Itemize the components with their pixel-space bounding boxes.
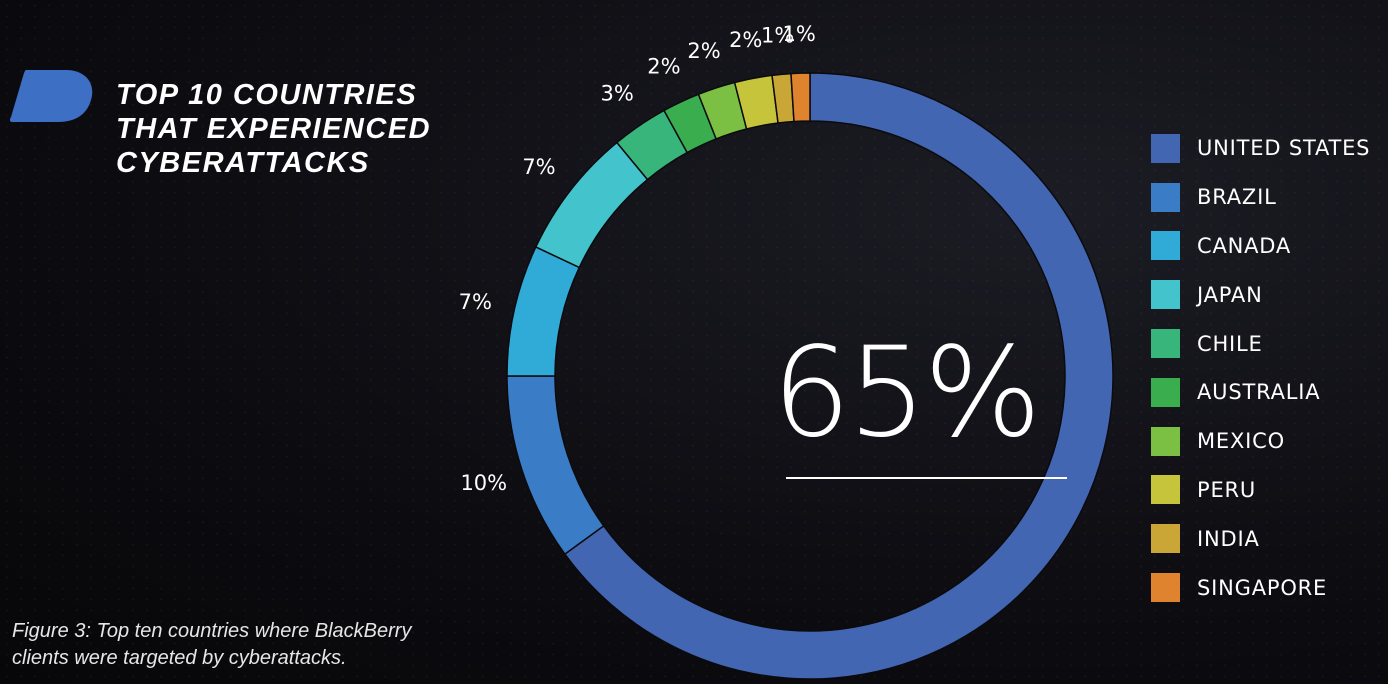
slice-value-label: 7% xyxy=(459,290,492,314)
slice-value-label: 2% xyxy=(687,39,720,63)
legend-item: JAPAN xyxy=(1151,270,1370,319)
donut-slice xyxy=(563,72,1114,680)
slice-value-label: 2% xyxy=(729,28,762,52)
chart-title-line: TOP 10 COUNTRIES xyxy=(116,79,418,111)
brand-logo-icon xyxy=(10,70,93,122)
legend-label: PERU xyxy=(1197,477,1257,502)
legend-label: JAPAN xyxy=(1197,282,1263,307)
donut-slice xyxy=(790,72,811,123)
legend-swatch xyxy=(1151,182,1180,212)
chart-title-line: CYBERATTACKS xyxy=(116,147,370,179)
slice-value-label: 1% xyxy=(761,24,794,48)
legend-item: PERU xyxy=(1151,466,1370,515)
highlight-underline xyxy=(786,477,1067,479)
legend-swatch xyxy=(1151,524,1180,554)
legend-swatch xyxy=(1151,426,1180,456)
donut-slice xyxy=(506,245,581,377)
chart-title-line: THAT EXPERIENCED xyxy=(116,113,432,145)
slice-value-label: 2% xyxy=(647,55,680,79)
chart-title: TOP 10 COUNTRIES THAT EXPERIENCED CYBERA… xyxy=(116,78,431,180)
highlight-value: 65% xyxy=(772,321,1042,465)
legend-label: AUSTRALIA xyxy=(1197,380,1321,405)
legend-swatch xyxy=(1151,475,1180,505)
legend-label: BRAZIL xyxy=(1197,185,1277,210)
legend-item: CANADA xyxy=(1151,222,1370,271)
legend-item: MEXICO xyxy=(1151,417,1370,466)
legend-item: INDIA xyxy=(1151,514,1370,563)
slice-value-label: 3% xyxy=(601,81,634,105)
slice-value-label: 10% xyxy=(460,471,507,495)
legend-label: INDIA xyxy=(1197,526,1260,551)
chart-legend: UNITED STATES BRAZIL CANADA JAPAN CHILE AUSTR… xyxy=(1151,124,1370,612)
legend-label: MEXICO xyxy=(1197,429,1285,454)
legend-swatch xyxy=(1151,573,1180,603)
legend-label: UNITED STATES xyxy=(1197,136,1371,161)
figure-caption: Figure 3: Top ten countries where BlackB… xyxy=(12,618,411,672)
slice-value-label: 1% xyxy=(783,22,816,46)
legend-label: CHILE xyxy=(1197,331,1263,356)
legend-swatch xyxy=(1151,133,1180,163)
legend-swatch xyxy=(1151,231,1180,261)
legend-label: CANADA xyxy=(1197,233,1292,258)
legend-label: SINGAPORE xyxy=(1197,575,1328,600)
legend-item: CHILE xyxy=(1151,319,1370,368)
legend-item: BRAZIL xyxy=(1151,173,1370,222)
figure-caption-line: Figure 3: Top ten countries where BlackB… xyxy=(12,620,412,642)
legend-item: SINGAPORE xyxy=(1151,563,1370,612)
legend-item: UNITED STATES xyxy=(1151,124,1370,173)
legend-swatch xyxy=(1151,329,1180,359)
slice-value-label: 7% xyxy=(522,155,555,179)
legend-item: AUSTRALIA xyxy=(1151,368,1370,417)
legend-swatch xyxy=(1151,377,1180,407)
donut-slice xyxy=(506,375,605,556)
legend-swatch xyxy=(1151,280,1180,310)
figure-caption-line: clients were targeted by cyberattacks. xyxy=(12,647,347,669)
